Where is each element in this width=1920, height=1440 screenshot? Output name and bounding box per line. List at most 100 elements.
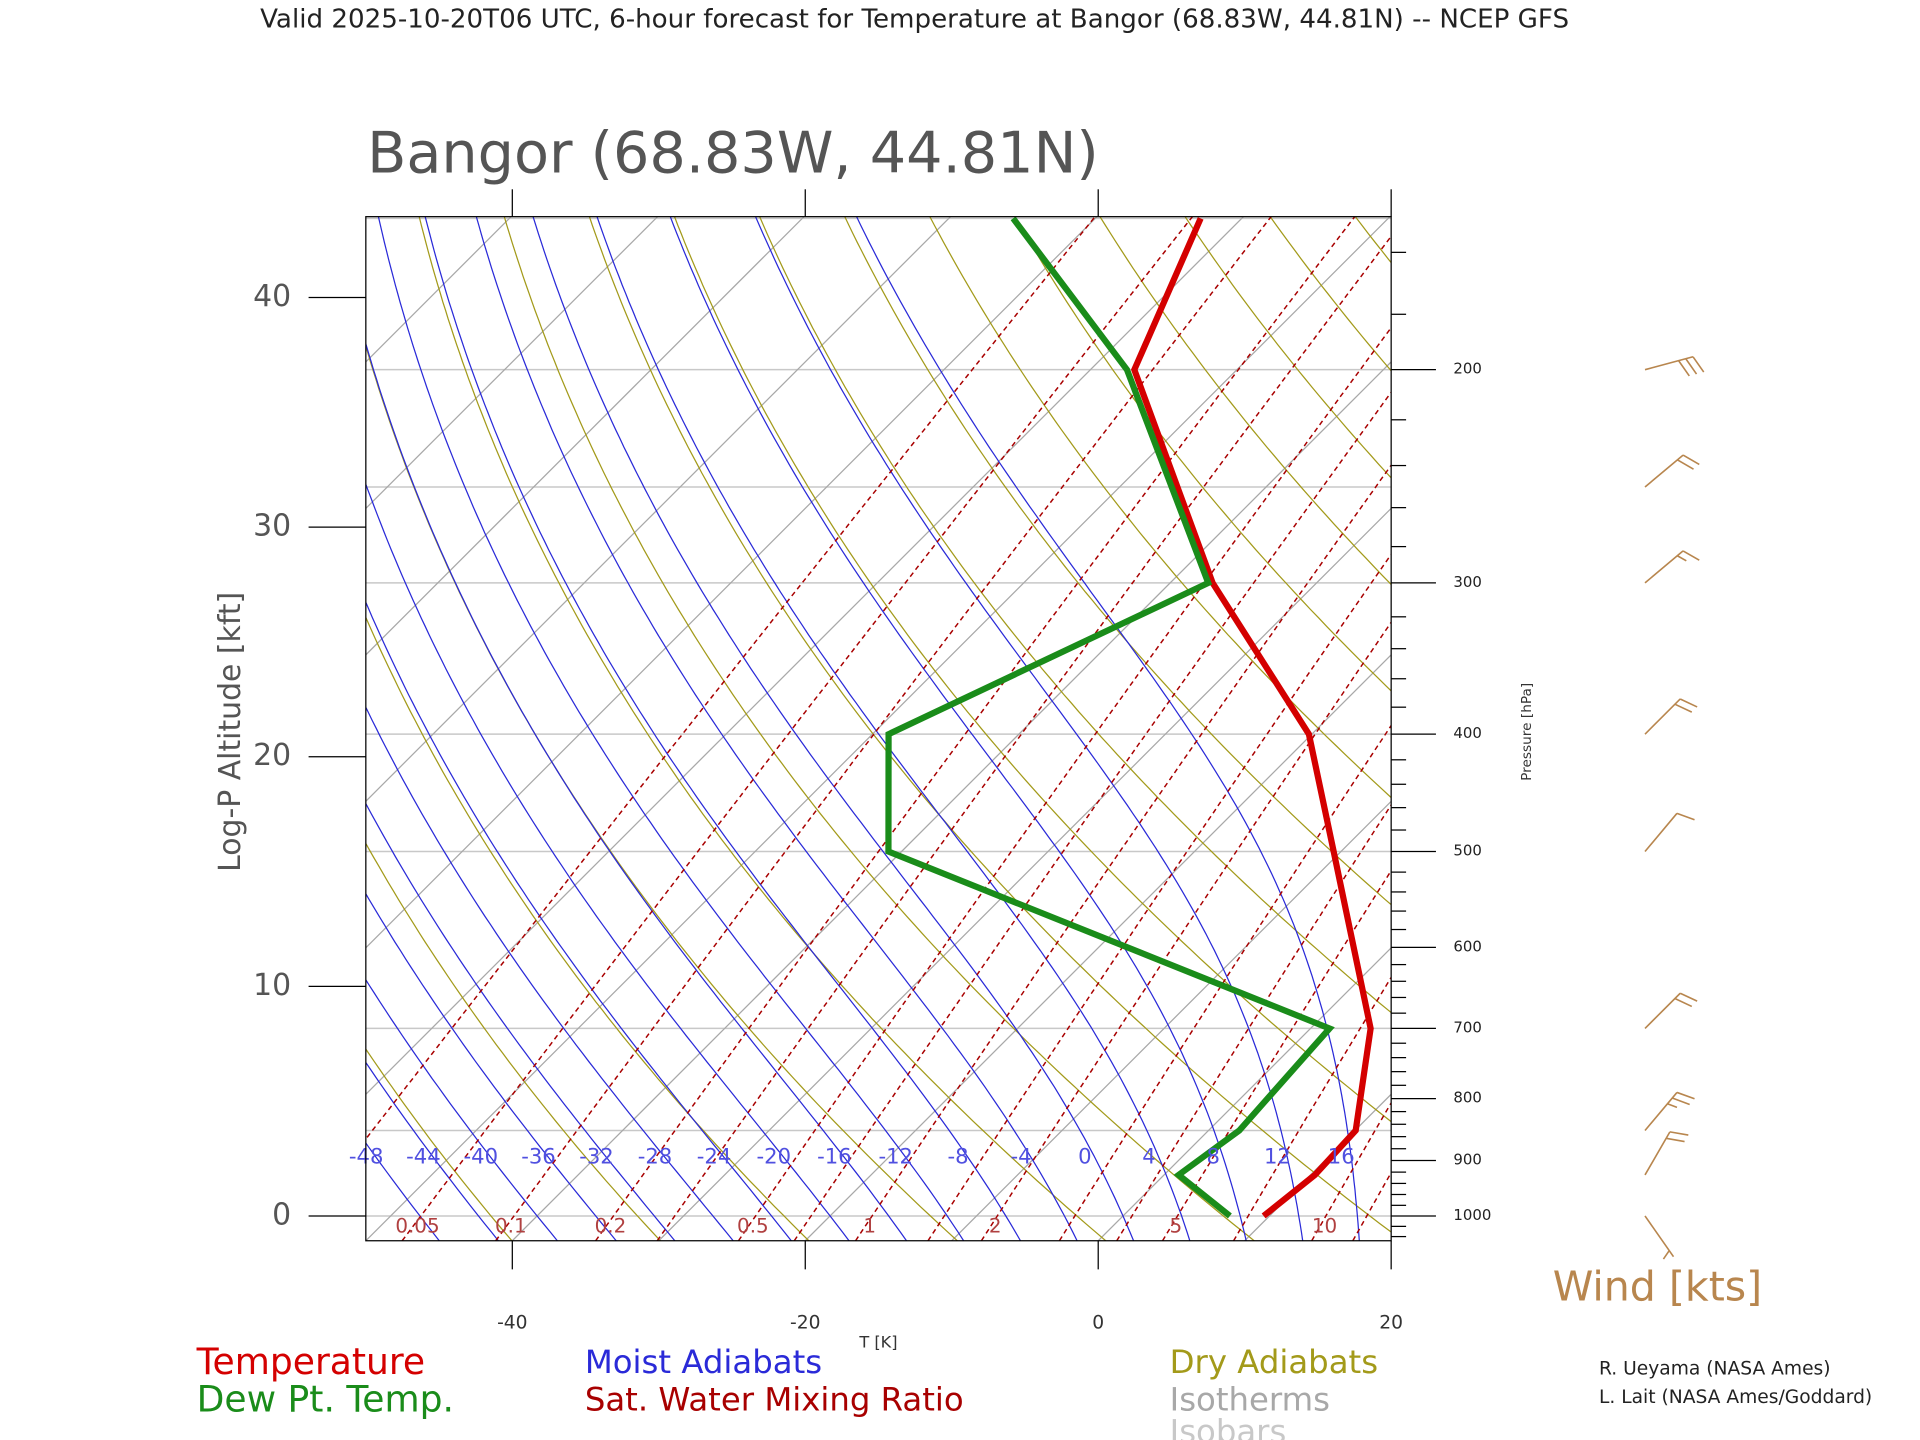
legend-dewpoint: Dew Pt. Temp. [197,1378,454,1420]
y-tick-label: 30 [253,509,291,544]
x-axis-label: T [K] [858,1332,897,1351]
y-tick-label: 20 [253,738,291,773]
moist-adiabat-label: -8 [947,1143,968,1168]
moist-adiabat [365,892,617,1241]
isotherm [804,653,1392,1241]
mixing-ratio-line [365,216,1096,1141]
pressure-tick-label: 300 [1453,573,1481,591]
moist-adiabat [365,705,734,1241]
x-tick-label: 20 [1379,1312,1403,1333]
moist-adiabat-label: -20 [757,1143,792,1168]
wind-barb [1644,992,1698,1029]
dry-adiabat [1866,217,1920,1241]
mixing-ratio-line [1352,1171,1392,1241]
moist-adiabat-label: 0 [1078,1143,1091,1168]
dry-adiabat [1611,217,1920,1241]
moist-adiabat-label: -40 [464,1143,499,1168]
moist-adiabat [365,341,908,1241]
mixing-ratio-label: 2 [989,1215,1002,1238]
isotherm [365,216,658,510]
moist-adiabat [475,216,1078,1241]
legend-isobars: Isobars [1170,1413,1287,1440]
isotherm [511,361,1392,1241]
dry-adiabat [1184,216,1392,479]
legend-temperature: Temperature [196,1341,426,1383]
pressure-tick-label: 1000 [1453,1206,1491,1224]
isotherm [0,217,365,1241]
moist-adiabat [365,978,558,1241]
wind-barb [1644,550,1700,584]
y2-axis-label: Pressure [hPa] [1519,683,1535,781]
mixing-ratio-line [1526,217,1920,1241]
header: Valid 2025-10-20T06 UTC, 6-hour forecast… [260,5,1569,35]
isotherm [365,216,1098,949]
wind-barb [1644,454,1700,488]
legend-mixing: Sat. Water Mixing Ratio [585,1380,964,1418]
moist-adiabat-label: -32 [579,1143,614,1168]
legend-dry: Dry Adiabats [1170,1343,1378,1381]
isotherm [951,800,1392,1241]
dry-adiabat [759,216,1392,1014]
y-tick-label: 40 [253,279,291,314]
moist-adiabat [365,1061,499,1241]
mixing-ratio-line [495,216,1272,1241]
dry-adiabat [1440,217,1920,1241]
pressure-tick-label: 800 [1453,1089,1481,1107]
mixing-ratio-line [1058,724,1392,1241]
y-tick-label: 10 [253,968,291,1003]
moist-adiabat-label: 12 [1264,1143,1291,1168]
plot-area [0,216,1920,1241]
pressure-tick-label: 200 [1453,360,1481,378]
moist-adiabat [365,482,850,1241]
wind-barb [1644,1091,1695,1132]
credit: R. Ueyama (NASA Ames) [1599,1358,1831,1379]
dry-adiabat [365,1048,513,1241]
moist-adiabat [596,216,1191,1241]
wind-barb [1644,698,1698,735]
dry-adiabat [418,216,1107,1241]
mixing-ratio-line [656,235,1392,1241]
moist-adiabat [754,216,1304,1241]
dry-adiabat [1014,216,1392,692]
isotherm [1097,946,1392,1241]
dry-adiabat [503,216,1255,1241]
dry-adiabat [1781,217,1920,1241]
mixing-ratio-line [1472,217,1920,1241]
dry-adiabat [365,615,810,1241]
dry-adiabat [1099,216,1392,586]
wind-title: Wind [kts] [1553,1262,1762,1310]
wind-barb [1644,1215,1675,1260]
moist-adiabat-label: 8 [1206,1143,1219,1168]
y-tick-label: 0 [272,1197,291,1232]
moist-adiabat [424,216,1022,1241]
mixing-ratio-label: 0.2 [595,1215,627,1238]
dry-adiabat [1354,216,1392,264]
isotherm [365,216,1244,1096]
dry-adiabat [673,216,1392,1123]
wind-barb [1644,812,1695,853]
mixing-ratio-line [854,463,1392,1241]
plot-frame [365,216,1392,1242]
dry-adiabat [1696,217,1920,1241]
profile-line [885,216,1335,1219]
mixing-ratio-line [793,391,1392,1241]
moist-adiabat-label: 4 [1142,1143,1155,1168]
x-tick-label: 0 [1092,1312,1104,1333]
mixing-ratio-line [1116,803,1392,1241]
dry-adiabat [844,216,1392,906]
mixing-ratio-line [927,553,1392,1241]
moist-adiabat-label: -44 [406,1143,441,1168]
moist-adiabat [669,216,1247,1241]
mixing-ratio-label: 10 [1312,1215,1337,1238]
moist-adiabat-label: -24 [697,1143,732,1168]
dry-adiabat [365,842,661,1241]
mixing-ratio-line [737,326,1392,1241]
pressure-tick-label: 700 [1453,1018,1481,1036]
moist-adiabat [377,216,965,1241]
moist-adiabat [365,600,792,1241]
pressure-tick-label: 900 [1453,1151,1481,1169]
moist-adiabat [856,216,1360,1241]
wind-barb [1644,1131,1689,1176]
dry-adiabat [1526,217,1920,1241]
